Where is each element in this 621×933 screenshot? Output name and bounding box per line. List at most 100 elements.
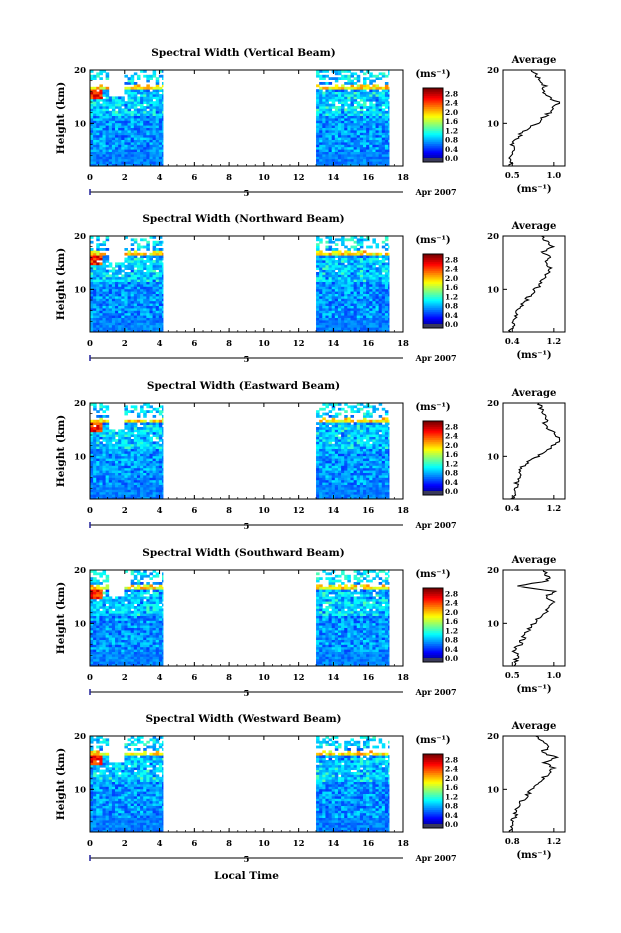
heatmap-cell bbox=[347, 291, 351, 294]
heatmap-cell bbox=[143, 130, 147, 133]
heatmap-cell bbox=[385, 262, 389, 265]
heatmap-cell bbox=[96, 296, 100, 299]
heatmap-cell bbox=[341, 267, 345, 270]
heatmap-cell bbox=[162, 270, 163, 273]
heatmap-cell bbox=[121, 149, 125, 152]
heatmap-cell bbox=[121, 315, 125, 318]
heatmap-cell bbox=[316, 282, 320, 285]
heatmap-cell bbox=[316, 461, 320, 464]
heatmap-cell bbox=[316, 94, 320, 97]
heatmap-cell bbox=[354, 270, 358, 273]
heatmap-cell bbox=[153, 262, 157, 265]
heatmap-cell bbox=[338, 494, 342, 497]
heatmap-cell bbox=[93, 94, 97, 97]
heatmap-cell bbox=[140, 270, 144, 273]
colorbar-tick-label: 2.0 bbox=[445, 274, 458, 283]
heatmap-cell bbox=[379, 140, 383, 143]
heatmap-cell bbox=[360, 296, 364, 299]
heatmap-cell bbox=[106, 113, 110, 116]
heatmap-cell bbox=[162, 77, 163, 80]
heatmap-cell bbox=[128, 306, 132, 309]
heatmap-cell bbox=[322, 282, 326, 285]
heatmap-cell bbox=[137, 461, 141, 464]
heatmap-cell bbox=[325, 327, 329, 330]
heatmap-cell bbox=[376, 277, 380, 280]
heatmap-cell bbox=[344, 439, 348, 442]
heatmap-cell bbox=[354, 473, 358, 476]
heatmap-cell bbox=[369, 265, 373, 268]
heatmap-cell bbox=[335, 487, 339, 490]
heatmap-cell bbox=[143, 446, 147, 449]
heatmap-cell bbox=[109, 289, 113, 292]
heatmap-cell bbox=[338, 308, 342, 311]
heatmap-cell bbox=[106, 427, 110, 430]
heatmap-cell bbox=[137, 116, 141, 119]
heatmap-cell bbox=[103, 465, 107, 468]
heatmap-cell bbox=[329, 489, 333, 492]
heatmap-cell bbox=[382, 130, 386, 133]
heatmap-cell bbox=[131, 161, 135, 164]
heatmap-cell bbox=[109, 470, 113, 473]
heatmap-cell bbox=[338, 303, 342, 306]
heatmap-cell bbox=[90, 473, 94, 476]
heatmap-cell bbox=[115, 308, 119, 311]
heatmap-cell bbox=[363, 96, 367, 99]
heatmap-cell bbox=[372, 320, 376, 323]
heatmap-cell bbox=[379, 274, 383, 277]
heatmap-cell bbox=[338, 250, 342, 253]
heatmap-cell bbox=[106, 301, 110, 304]
heatmap-cell bbox=[143, 113, 147, 116]
heatmap-cell bbox=[121, 279, 125, 282]
heatmap-cell bbox=[366, 267, 370, 270]
heatmap-cell bbox=[137, 420, 141, 423]
heatmap-cell bbox=[162, 427, 163, 430]
heatmap-cell bbox=[357, 255, 361, 258]
heatmap-cell bbox=[376, 306, 380, 309]
heatmap-cell bbox=[106, 135, 110, 138]
heatmap-cell bbox=[341, 286, 345, 289]
heatmap-cell bbox=[106, 108, 110, 111]
heatmap-cell bbox=[143, 111, 147, 114]
heatmap-cell bbox=[332, 322, 336, 325]
heatmap-cell bbox=[118, 282, 122, 285]
heatmap-cell bbox=[316, 413, 320, 416]
heatmap-cell bbox=[382, 111, 386, 114]
heatmap-cell bbox=[382, 282, 386, 285]
heatmap-cell bbox=[329, 238, 333, 241]
heatmap-cell bbox=[99, 84, 103, 87]
heatmap-cell bbox=[335, 142, 339, 145]
heatmap-cell bbox=[112, 116, 116, 119]
heatmap-cell bbox=[335, 458, 339, 461]
heatmap-cell bbox=[354, 274, 358, 277]
heatmap-cell bbox=[162, 289, 163, 292]
heatmap-cell bbox=[319, 270, 323, 273]
heatmap-cell bbox=[325, 282, 329, 285]
heatmap-cell bbox=[149, 87, 153, 90]
heatmap-cell bbox=[316, 477, 320, 480]
heatmap-cell bbox=[350, 310, 354, 313]
heatmap-cell bbox=[354, 72, 358, 75]
heatmap-cell bbox=[99, 111, 103, 114]
heatmap-cell bbox=[385, 248, 389, 251]
heatmap-cell bbox=[335, 425, 339, 428]
heatmap-cell bbox=[112, 156, 116, 159]
heatmap-cell bbox=[369, 154, 373, 157]
heatmap-cell bbox=[106, 453, 110, 456]
heatmap-cell bbox=[354, 161, 358, 164]
heatmap-cell bbox=[347, 289, 351, 292]
heatmap-cell bbox=[124, 111, 128, 114]
heatmap-cell bbox=[153, 485, 157, 488]
heatmap-cell bbox=[319, 461, 323, 464]
heatmap-cell bbox=[140, 286, 144, 289]
heatmap-cell bbox=[131, 289, 135, 292]
heatmap-cell bbox=[96, 437, 100, 440]
heatmap-cell bbox=[112, 289, 116, 292]
heatmap-cell bbox=[382, 128, 386, 131]
heatmap-cell bbox=[115, 298, 119, 301]
heatmap-cell bbox=[369, 82, 373, 85]
heatmap-cell bbox=[360, 310, 364, 313]
heatmap-cell bbox=[341, 453, 345, 456]
heatmap-cell bbox=[354, 485, 358, 488]
heatmap-cell bbox=[140, 161, 144, 164]
heatmap-cell bbox=[372, 120, 376, 123]
